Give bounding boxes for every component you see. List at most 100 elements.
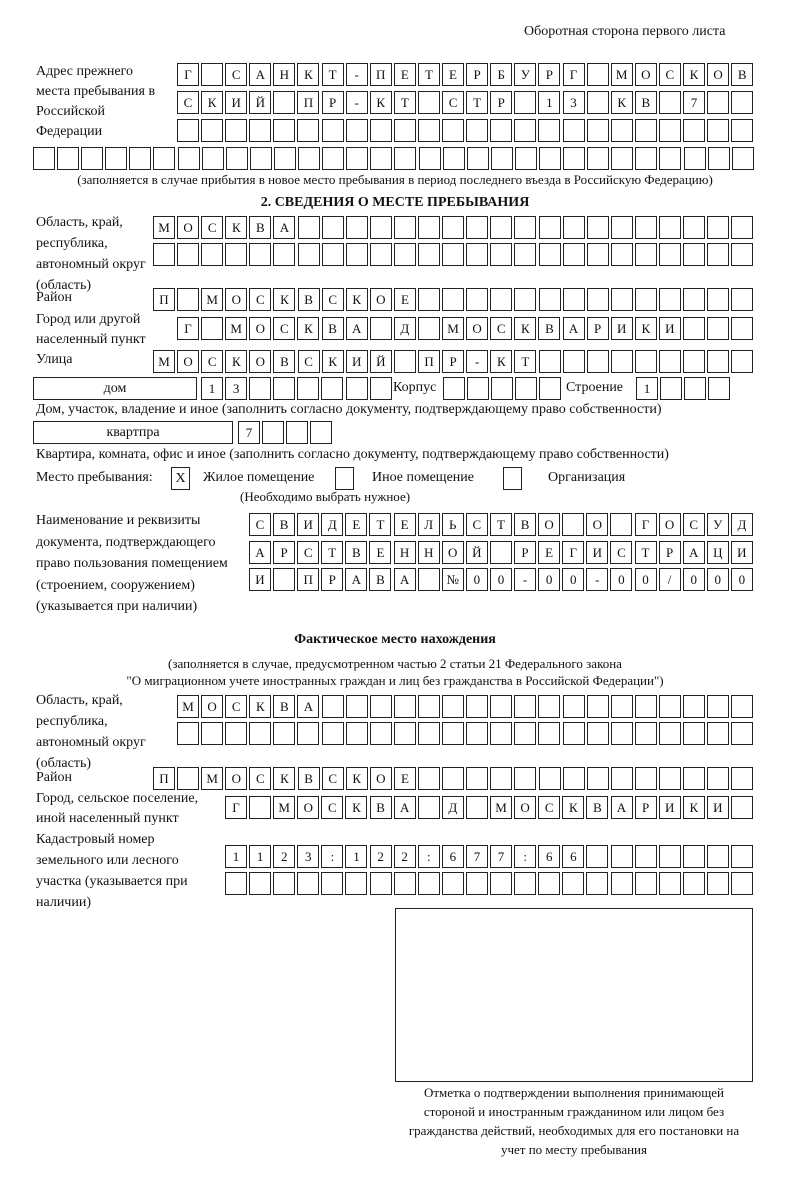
char-cell[interactable]: 0 — [730, 568, 753, 591]
char-cell[interactable]: П — [153, 767, 175, 790]
char-cell[interactable]: Р — [466, 63, 489, 86]
char-cell[interactable]: Е — [393, 767, 416, 790]
document-row-3[interactable]: И П Р А В А № 0 0-0 0-0 0/0 0 0 — [249, 568, 755, 591]
char-cell[interactable]: С — [249, 767, 272, 790]
char-cell[interactable]: А — [297, 695, 320, 718]
char-cell[interactable] — [610, 767, 633, 790]
char-cell[interactable]: Н — [273, 63, 296, 86]
char-cell[interactable] — [466, 722, 489, 745]
char-cell[interactable] — [658, 872, 681, 895]
char-cell[interactable] — [731, 350, 754, 373]
char-cell[interactable]: В — [273, 350, 296, 373]
char-cell[interactable] — [562, 350, 585, 373]
char-cell[interactable]: С — [225, 695, 248, 718]
char-cell[interactable] — [442, 288, 465, 311]
char-cell[interactable] — [538, 243, 561, 266]
char-cell[interactable] — [635, 147, 658, 170]
char-cell[interactable] — [322, 147, 345, 170]
char-cell[interactable] — [731, 119, 754, 142]
char-cell[interactable] — [177, 119, 199, 142]
char-cell[interactable] — [273, 119, 296, 142]
char-cell[interactable]: О — [225, 288, 248, 311]
char-cell[interactable] — [345, 119, 368, 142]
char-cell[interactable] — [538, 695, 561, 718]
char-cell[interactable] — [731, 317, 754, 340]
char-cell[interactable]: 1 — [345, 845, 368, 868]
char-cell[interactable] — [369, 695, 392, 718]
char-cell[interactable] — [345, 872, 368, 895]
char-cell[interactable]: : — [321, 845, 344, 868]
char-cell[interactable]: Е — [345, 513, 368, 536]
char-cell[interactable] — [418, 243, 441, 266]
char-cell[interactable]: К — [201, 91, 224, 114]
char-cell[interactable]: С — [610, 541, 633, 564]
char-cell[interactable] — [249, 243, 272, 266]
char-cell[interactable] — [490, 722, 513, 745]
organization-checkbox[interactable] — [503, 467, 522, 490]
char-cell[interactable] — [586, 350, 609, 373]
char-cell[interactable]: П — [369, 63, 392, 86]
char-cell[interactable] — [731, 147, 754, 170]
char-cell[interactable]: М — [490, 796, 513, 819]
char-cell[interactable]: / — [658, 568, 681, 591]
char-cell[interactable] — [731, 243, 754, 266]
char-cell[interactable] — [177, 722, 199, 745]
char-cell[interactable]: Н — [417, 541, 440, 564]
char-cell[interactable] — [467, 377, 490, 400]
char-cell[interactable]: К — [297, 317, 320, 340]
char-cell[interactable] — [491, 377, 514, 400]
char-cell[interactable] — [369, 119, 392, 142]
char-cell[interactable]: О — [369, 767, 392, 790]
char-cell[interactable]: Т — [321, 63, 344, 86]
char-cell[interactable]: К — [225, 350, 248, 373]
char-cell[interactable] — [369, 377, 392, 400]
char-cell[interactable] — [586, 63, 609, 86]
char-cell[interactable]: У — [514, 63, 537, 86]
char-cell[interactable] — [731, 722, 754, 745]
char-cell[interactable]: М — [442, 317, 465, 340]
char-cell[interactable] — [514, 872, 537, 895]
char-cell[interactable] — [660, 377, 683, 400]
char-cell[interactable]: 6 — [538, 845, 561, 868]
char-cell[interactable]: П — [297, 91, 320, 114]
char-cell[interactable] — [634, 695, 657, 718]
char-cell[interactable]: К — [273, 767, 296, 790]
char-cell[interactable]: К — [490, 350, 513, 373]
char-cell[interactable] — [201, 119, 224, 142]
char-cell[interactable] — [105, 147, 128, 170]
residential-checkbox[interactable]: X — [171, 467, 190, 490]
char-cell[interactable] — [634, 119, 657, 142]
char-cell[interactable]: К — [345, 288, 368, 311]
char-cell[interactable] — [321, 216, 344, 239]
char-cell[interactable]: В — [369, 568, 392, 591]
char-cell[interactable]: Д — [441, 796, 464, 819]
char-cell[interactable] — [249, 872, 272, 895]
char-cell[interactable] — [417, 872, 440, 895]
char-cell[interactable] — [683, 350, 706, 373]
char-cell[interactable]: Ц — [706, 541, 729, 564]
char-cell[interactable]: Й — [465, 541, 488, 564]
char-cell[interactable] — [321, 119, 344, 142]
char-cell[interactable]: С — [490, 317, 513, 340]
char-cell[interactable]: В — [321, 317, 344, 340]
char-cell[interactable] — [707, 147, 730, 170]
char-cell[interactable] — [345, 377, 368, 400]
char-cell[interactable]: 1 — [538, 91, 561, 114]
char-cell[interactable] — [586, 695, 609, 718]
char-cell[interactable]: Р — [634, 796, 657, 819]
char-cell[interactable]: И — [249, 568, 271, 591]
char-cell[interactable] — [490, 216, 513, 239]
char-cell[interactable]: А — [682, 541, 705, 564]
char-cell[interactable] — [586, 243, 609, 266]
char-cell[interactable] — [443, 377, 465, 400]
char-cell[interactable]: К — [369, 91, 392, 114]
char-cell[interactable] — [707, 722, 730, 745]
char-cell[interactable]: О — [369, 288, 392, 311]
char-cell[interactable]: К — [345, 796, 368, 819]
char-cell[interactable] — [586, 845, 609, 868]
char-cell[interactable] — [418, 288, 441, 311]
char-cell[interactable]: А — [562, 317, 585, 340]
char-cell[interactable]: О — [707, 63, 730, 86]
